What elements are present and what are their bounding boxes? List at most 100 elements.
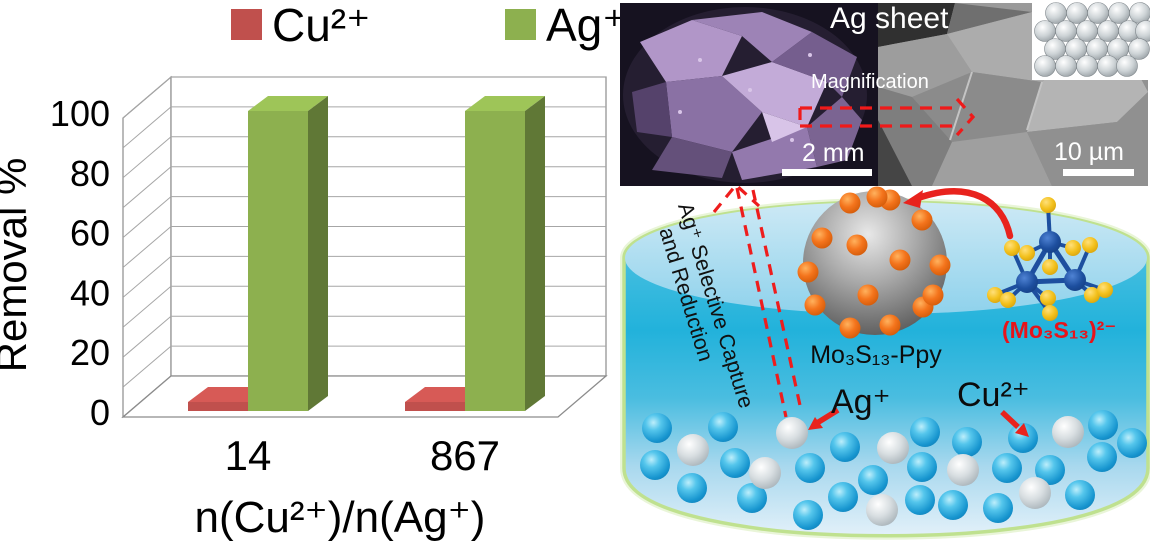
silver-ion [947, 454, 979, 486]
legend-label: Cu²⁺ [272, 0, 371, 51]
copper-ion [910, 417, 940, 447]
y-axis-title: Removal % [0, 158, 35, 373]
cluster-dot [857, 284, 879, 306]
s-atom [1040, 197, 1056, 213]
removal-bar-chart-panel: 0 20 40 60 80 100 Removal % 14 867 n(Cu²⁺)/n(Ag⁺)… [0, 0, 627, 542]
s-atom [1004, 240, 1020, 256]
s-atom [1082, 237, 1098, 253]
mo3s13-cluster-label: (Mo₃S₁₃)²⁻ [1002, 317, 1117, 343]
s-atom [1097, 282, 1113, 298]
mo3s13-ppy-label: Mo₃S₁₃-Ppy [810, 341, 942, 369]
copper-ion [828, 482, 858, 512]
silver-ion [1052, 416, 1084, 448]
cluster-dot [879, 314, 901, 336]
scale-bar-2mm [782, 169, 872, 176]
s-atom [1065, 240, 1081, 256]
mo-atom [1064, 269, 1086, 291]
s-atom [1040, 290, 1056, 306]
sem-title: Ag sheet [830, 2, 949, 35]
cluster-dot [846, 234, 868, 256]
scale-bar-10um [1063, 169, 1134, 176]
y-tick-label: 60 [70, 213, 110, 254]
sem-image-macro [620, 3, 878, 186]
capture-reduction-arrow [712, 182, 803, 418]
legend-swatch [505, 9, 536, 40]
copper-ion [952, 427, 982, 457]
x-category-label: 867 [430, 432, 500, 479]
ion-pointer-arrows [808, 407, 1029, 437]
cluster-dot [911, 209, 933, 231]
copper-ion [983, 493, 1013, 523]
cluster-to-sphere-arrow [903, 188, 1014, 240]
y-tick-label: 0 [90, 392, 110, 433]
cluster-dot [839, 192, 861, 214]
copper-ion [1035, 455, 1065, 485]
chart-legend: Cu²⁺ Ag⁺ [0, 0, 627, 60]
cluster-dot [866, 186, 888, 208]
copper-ion [1088, 410, 1118, 440]
legend-item-cu: Cu²⁺ [231, 0, 370, 50]
copper-ion [640, 450, 670, 480]
copper-ion [737, 483, 767, 513]
silver-ion [1019, 477, 1051, 509]
mo3s13-cluster [987, 197, 1113, 321]
s-atom [1084, 287, 1100, 303]
sem-and-schematic-graphic [620, 0, 1150, 540]
copper-ion [642, 413, 672, 443]
copper-ion [677, 473, 707, 503]
s-atom [1042, 259, 1058, 275]
copper-ion [720, 448, 750, 478]
silver-ion [877, 432, 909, 464]
silver-ion [749, 457, 781, 489]
legend-swatch [231, 9, 262, 40]
silver-ion [677, 434, 709, 466]
y-tick-label: 100 [50, 93, 110, 134]
bar-ag-14 [248, 96, 328, 411]
cluster-dot [889, 249, 911, 271]
magnification-label: Magnification [811, 71, 929, 93]
copper-ion [708, 412, 738, 442]
legend-item-ag: Ag⁺ [505, 0, 627, 50]
copper-ion [793, 500, 823, 530]
silver-ion-label: Ag⁺ [831, 383, 891, 421]
cluster-dot [804, 294, 826, 316]
scale-bar-10um-label: 10 µm [1054, 138, 1124, 166]
copper-ion [858, 465, 888, 495]
cluster-dot [922, 284, 944, 306]
x-category-label: 14 [225, 432, 272, 479]
copper-ion [905, 485, 935, 515]
copper-ion [795, 453, 825, 483]
cluster-dot [811, 227, 833, 249]
copper-ion-label: Cu²⁺ [957, 376, 1030, 414]
bar-ag-867 [465, 96, 545, 411]
copper-ion [938, 490, 968, 520]
s-atom [1042, 305, 1058, 321]
copper-ion [907, 452, 937, 482]
cluster-dot [929, 254, 951, 276]
solution-ions [640, 410, 1147, 530]
mo3s13-ppy-sphere [797, 186, 951, 339]
bar-chart-3d: 0 20 40 60 80 100 Removal % 14 867 n(Cu²⁺)/n(Ag⁺) [0, 75, 608, 542]
copper-ion [830, 432, 860, 462]
copper-ion [1117, 428, 1147, 458]
mo-atom [1016, 271, 1038, 293]
s-atom [987, 287, 1003, 303]
silver-ion [866, 494, 898, 526]
scale-bar-2mm-label: 2 mm [802, 139, 865, 167]
illustration-panel: Ag sheet Magnification 2 mm 10 µm Mo₃S₁₃… [610, 0, 1150, 546]
silver-ion [776, 417, 808, 449]
y-tick-label: 20 [70, 332, 110, 373]
copper-ion [1065, 480, 1095, 510]
y-tick-label: 80 [70, 153, 110, 194]
legend-label: Ag⁺ [546, 0, 627, 51]
copper-ion [992, 453, 1022, 483]
magnification-arrow [798, 97, 976, 137]
mo-atom [1039, 231, 1061, 253]
y-tick-label: 40 [70, 272, 110, 313]
copper-ion [1087, 442, 1117, 472]
copper-ion [1008, 423, 1038, 453]
cluster-dot [839, 317, 861, 339]
sem-image-magnified [878, 3, 1148, 186]
s-atom [1019, 245, 1035, 261]
